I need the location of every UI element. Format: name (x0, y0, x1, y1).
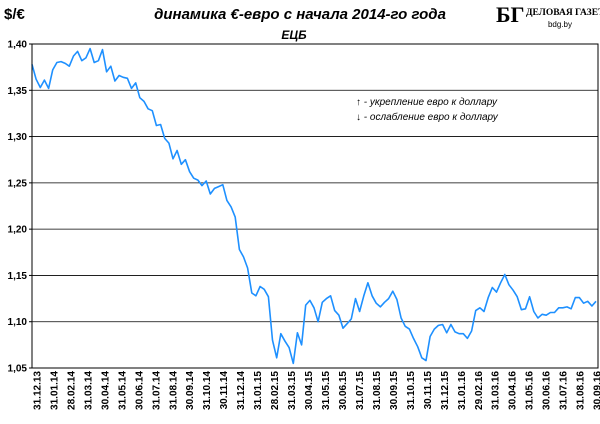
x-tick-label: 31.08.15 (372, 371, 383, 410)
plot-frame (32, 44, 598, 368)
x-tick-label: 31.10.15 (406, 371, 417, 410)
x-tick-label: 30.11.14 (219, 371, 230, 410)
series-layer (32, 49, 596, 364)
logo-name: ДЕЛОВАЯ ГАЗЕТА (526, 8, 600, 18)
x-tick-label: 31.01.15 (253, 371, 264, 410)
x-tick-label: 30.04.14 (100, 371, 111, 410)
y-axis-label: $/€ (4, 6, 26, 23)
annotation-down-text: - ослабление евро к доллару (361, 111, 499, 123)
x-tick-label: 29.02.16 (474, 371, 485, 410)
x-tick-label: 30.06.14 (134, 371, 145, 410)
y-tick-label: 1,25 (8, 178, 28, 189)
x-tick-label: 31.05.14 (117, 371, 128, 410)
logo: БГ ДЕЛОВАЯ ГАЗЕТА bdg.by (496, 2, 600, 29)
x-tick-label: 31.12.14 (236, 371, 247, 410)
x-tick-label: 30.04.15 (304, 371, 315, 410)
series-line (32, 49, 596, 364)
x-tick-label: 28.02.14 (66, 371, 77, 410)
y-tick-label: 1,10 (8, 317, 28, 328)
annotation-down: ↓ - ослабление евро к доллару (356, 111, 499, 123)
y-tick-label: 1,35 (8, 86, 28, 97)
x-tick-label: 31.01.14 (49, 371, 60, 410)
x-tick-label: 31.03.14 (83, 371, 94, 410)
x-tick-label: 31.07.15 (355, 371, 366, 410)
x-tick-label: 31.01.16 (457, 371, 468, 410)
x-tick-label: 30.06.15 (338, 371, 349, 410)
x-tick-label: 31.07.14 (151, 371, 162, 410)
x-tick-label: 31.10.14 (202, 371, 213, 410)
x-tick-label: 31.12.15 (440, 371, 451, 410)
x-tick-label: 28.02.15 (270, 371, 281, 410)
x-tick-label: 31.07.16 (559, 371, 570, 410)
grid-lines (29, 44, 598, 368)
x-tick-labels: 31.12.13 31.01.14 28.02.14 31.03.14 30.04.14… (33, 371, 600, 410)
annotation-up: ↑ - укрепление евро к доллару (356, 97, 498, 108)
y-tick-label: 1,05 (8, 364, 28, 375)
y-tick-label: 1,40 (8, 40, 28, 51)
x-tick-label: 31.03.16 (491, 371, 502, 410)
chart-subtitle: ЕЦБ (281, 28, 307, 42)
x-tick-label: 30.04.16 (508, 371, 519, 410)
x-tick-label: 31.08.14 (168, 371, 179, 410)
x-tick-label: 30.11.15 (423, 371, 434, 410)
x-tick-label: 31.12.13 (33, 371, 44, 410)
x-tick-label: 30.09.15 (389, 371, 400, 410)
y-tick-label: 1,15 (8, 271, 28, 282)
x-tick-label: 31.08.16 (576, 371, 587, 410)
x-tick-label: 30.09.14 (185, 371, 196, 410)
annotation-legend: ↑ - укрепление евро к доллару ↓ - ослабл… (356, 97, 499, 123)
logo-site: bdg.by (548, 20, 572, 29)
x-tick-label: 30.06.16 (542, 371, 553, 410)
logo-mark: БГ (496, 2, 525, 27)
x-tick-label: 31.05.15 (321, 371, 332, 410)
chart-title: динамика €-евро с начала 2014-го года (154, 6, 446, 23)
x-tick-label: 31.05.16 (525, 371, 536, 410)
annotation-up-text: - укрепление евро к доллару (361, 97, 498, 108)
y-tick-label: 1,30 (8, 132, 28, 143)
x-tick-label: 30.09.16 (593, 371, 600, 410)
x-tick-label: 31.03.15 (287, 371, 298, 410)
y-tick-labels: 1,05 1,10 1,15 1,20 1,25 1,30 1,35 1,40 (8, 40, 28, 375)
y-tick-label: 1,20 (8, 225, 28, 236)
